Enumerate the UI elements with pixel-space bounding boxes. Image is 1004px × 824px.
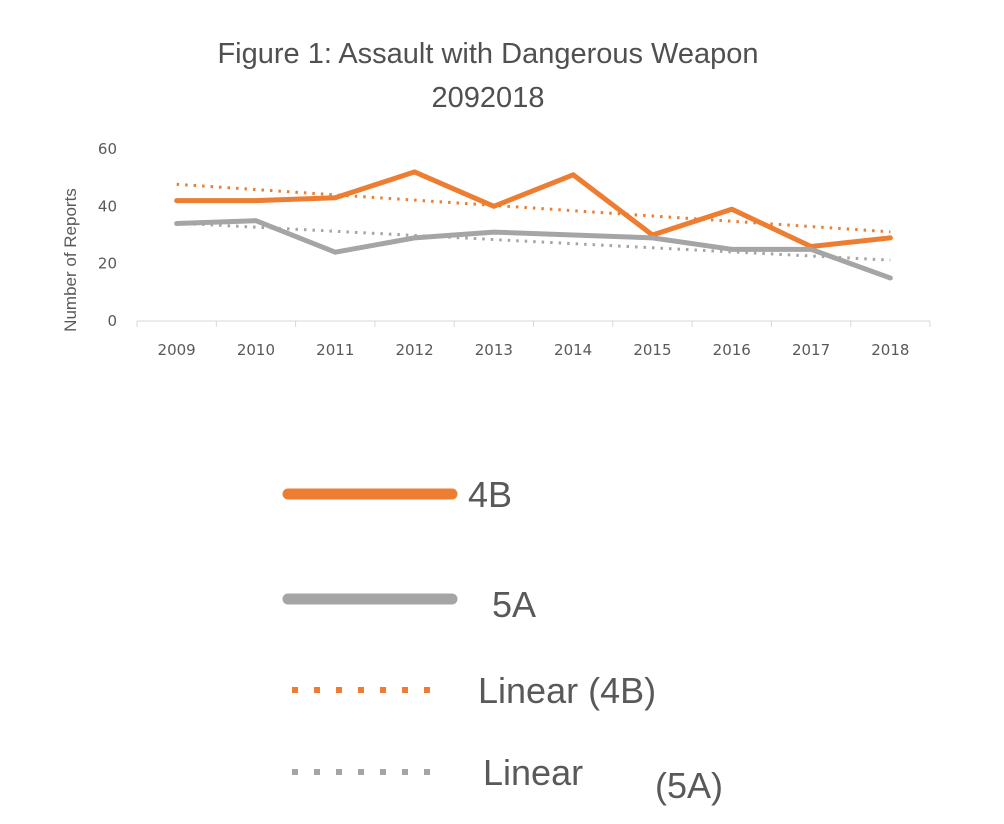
data-point-5a	[572, 234, 574, 236]
x-tick-label: 2010	[237, 341, 275, 359]
data-point-4b	[810, 245, 812, 247]
x-tick-label: 2017	[792, 341, 830, 359]
data-point-5a	[889, 277, 891, 279]
data-point-5a	[493, 231, 495, 233]
data-point-5a	[651, 237, 653, 239]
legend-label-4b: 4B	[468, 474, 513, 515]
x-tick-label: 2011	[316, 341, 354, 359]
x-tick-label: 2014	[554, 341, 592, 359]
data-point-5a	[255, 220, 257, 222]
y-axis-label: Number of Reports	[61, 188, 80, 332]
data-point-5a	[176, 223, 178, 225]
data-point-4b	[493, 205, 495, 207]
x-tick-label: 2012	[395, 341, 433, 359]
chart-subtitle: 2092018	[431, 82, 545, 114]
trendline-5a	[176, 221, 891, 262]
data-point-4b	[731, 208, 733, 210]
x-tick-label: 2015	[633, 341, 671, 359]
legend-label-linear-5a: Linear	[483, 752, 584, 793]
data-point-5a	[334, 251, 336, 253]
x-tick-label: 2016	[713, 341, 751, 359]
data-point-4b	[651, 234, 653, 236]
data-point-5a	[810, 248, 812, 250]
series-line-4b	[174, 169, 893, 249]
legend-label-linear-4b: Linear (4B)	[478, 670, 657, 711]
data-point-4b	[889, 237, 891, 239]
legend-swatches	[282, 488, 458, 775]
line-chart: 2009 2010 2011 2012 2013 2014 2015 2016 2017 2018…	[61, 140, 931, 359]
chart-title-block: Figure 1: Assault with Dangerous Weapon …	[0, 32, 976, 120]
x-tick-label: 2013	[475, 341, 513, 359]
data-point-4b	[255, 200, 257, 202]
series-line-5a	[174, 218, 893, 281]
legend-label-5a: 5A	[492, 584, 537, 625]
x-tick-label: 2018	[871, 341, 909, 359]
chart-title: Figure 1: Assault with Dangerous Weapon	[217, 38, 759, 70]
data-point-5a	[731, 248, 733, 250]
data-point-4b	[572, 174, 574, 176]
y-tick-label: 40	[98, 197, 117, 215]
y-tick-label: 20	[98, 255, 117, 273]
y-tick-label: 0	[107, 312, 117, 330]
data-point-5a	[414, 237, 416, 239]
y-tick-label: 60	[98, 140, 117, 158]
data-point-4b	[414, 171, 416, 173]
data-point-4b	[334, 197, 336, 199]
trendline-4b	[176, 182, 891, 234]
x-tick-label: 2009	[158, 341, 196, 359]
legend-label-linear-5a-suffix: (5A)	[655, 765, 724, 806]
data-point-4b	[176, 200, 178, 202]
